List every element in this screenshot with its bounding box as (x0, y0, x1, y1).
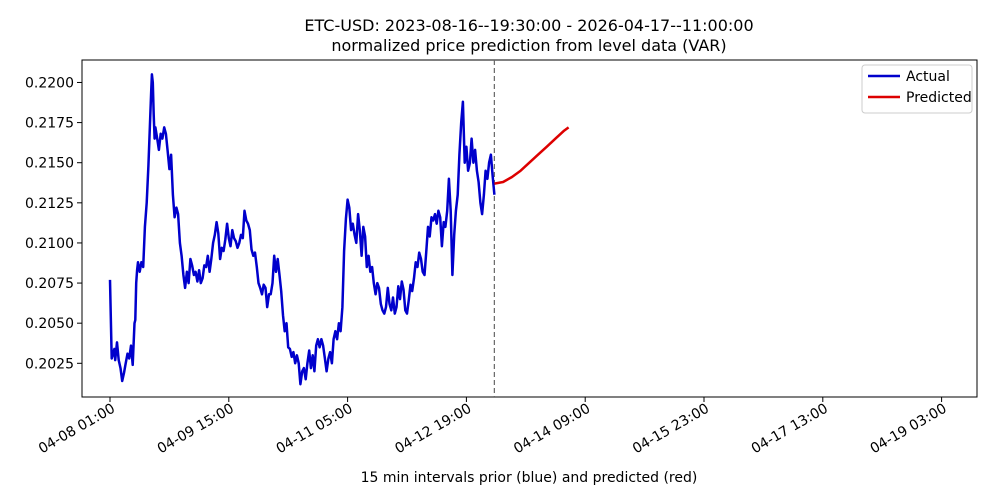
y-tick-label: 0.2125 (25, 196, 74, 212)
x-tick-label: 04-12 19:00 (392, 401, 474, 458)
x-axis: 04-08 01:00 04-09 15:00 04-11 05:00 04-12 1… (36, 397, 950, 457)
legend: Actual Predicted (861, 64, 973, 114)
legend-predicted-label: Predicted (906, 90, 972, 106)
plot-frame (81, 59, 978, 398)
x-tick-label: 04-08 01:00 (36, 401, 118, 458)
x-tick-label: 04-17 13:00 (749, 401, 831, 458)
legend-actual-label: Actual (906, 69, 950, 85)
actual-series-line (108, 73, 496, 386)
x-tick-label: 04-15 23:00 (630, 401, 712, 458)
y-tick-label: 0.2050 (25, 316, 74, 332)
plot-area: 0.2025 0.2050 0.2075 0.2100 0.2125 0.2150 0.21… (25, 59, 978, 457)
x-axis-label: 15 min intervals prior (blue) and predic… (361, 470, 698, 486)
chart-subtitle: normalized price prediction from level d… (331, 36, 726, 55)
predicted-series-line (494, 126, 570, 185)
y-tick-label: 0.2025 (25, 356, 74, 372)
x-tick-label: 04-14 09:00 (511, 401, 593, 458)
y-tick-label: 0.2150 (25, 156, 74, 172)
x-tick-label: 04-09 15:00 (155, 401, 237, 458)
chart-title: ETC-USD: 2023-08-16--19:30:00 - 2026-04-… (304, 16, 753, 35)
y-axis: 0.2025 0.2050 0.2075 0.2100 0.2125 0.2150 0.21… (25, 75, 82, 372)
y-tick-label: 0.2175 (25, 116, 74, 132)
x-tick-label: 04-19 03:00 (868, 401, 950, 458)
y-tick-label: 0.2075 (25, 276, 74, 292)
x-tick-label: 04-11 05:00 (274, 401, 356, 458)
y-tick-label: 0.2100 (25, 236, 74, 252)
y-tick-label: 0.2200 (25, 75, 74, 91)
